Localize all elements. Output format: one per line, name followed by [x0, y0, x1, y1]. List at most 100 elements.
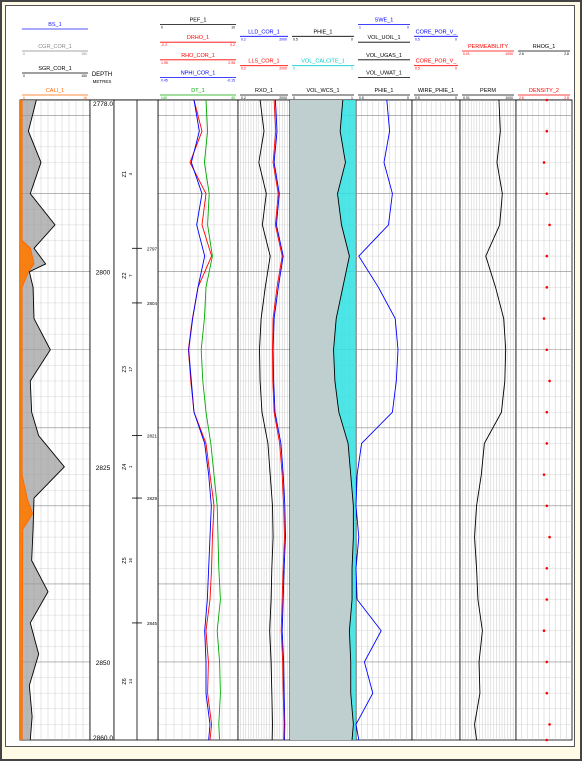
curve-header-label: DENSITY_2: [529, 88, 559, 94]
curve-header-label: DRHO_1: [187, 35, 209, 41]
curve-range-max: 2000: [279, 67, 287, 71]
curve-range-max: 0: [455, 37, 457, 41]
depth-unit: METRES: [93, 79, 112, 84]
curve-range-max: 16: [83, 96, 87, 100]
density-2-point: [545, 566, 549, 570]
curve-range-max: -0.15: [227, 78, 235, 82]
zone-marker-label: 2804: [147, 301, 158, 306]
zone-sub: 7: [128, 274, 133, 277]
curve-header-label: VOL_UOIL_1: [367, 35, 400, 41]
curve-header-label: RHOG_1: [533, 44, 556, 50]
curve-header-label: RHO_COR_1: [181, 53, 215, 59]
density-2-point: [545, 348, 549, 352]
curve-range-max: 40: [231, 96, 235, 100]
depth-tick-label: 2778.0: [93, 101, 113, 108]
curve-range-min: 0.5: [415, 67, 420, 71]
curve-header-label: PHIE_1: [314, 29, 333, 35]
curve-header-label: VOL_UGAS_1: [366, 53, 402, 59]
density-2-point: [545, 442, 549, 445]
density-2-point: [548, 379, 551, 383]
zone-column: [113, 99, 159, 741]
curve-phie_1: [333, 99, 354, 741]
log-plot-area: DEPTH METRES 2778.0 2800 2825 2850 2860.0 2797 2…: [5, 5, 575, 747]
curve-header-label: CORE_POR_V_: [416, 59, 458, 65]
curve-header-label: BS_1: [48, 22, 61, 28]
curve-range-max: 1000: [505, 52, 513, 56]
depth-tick-label: 2860.0: [93, 735, 113, 742]
curve-range-min: 0: [293, 67, 295, 71]
curve-header-label: VOL_CALCITE_1: [301, 59, 344, 65]
density-2-point: [548, 223, 551, 227]
curve-header-label: PEF_1: [190, 18, 207, 24]
curve-range-max: 0: [455, 96, 457, 100]
density-2-point: [545, 691, 549, 695]
density-2-point: [545, 286, 549, 289]
zone-sub: 17: [128, 366, 133, 372]
curve-range-min: 1: [359, 26, 361, 30]
density-2-point: [545, 254, 549, 258]
curve-range-max: 2.8: [564, 52, 569, 56]
cali-fill: [20, 100, 34, 740]
density-2-point: [545, 410, 549, 414]
depth-tick-label: 2825: [96, 465, 111, 472]
curve-range-max: 0: [351, 37, 353, 41]
density-2-point: [542, 473, 546, 476]
curve-range-max: 2.8: [564, 96, 569, 100]
zone-sub: 14: [128, 678, 133, 684]
density-2-point: [545, 738, 549, 742]
zone-name: Z1: [122, 171, 128, 177]
zone-marker-label: 2821: [147, 434, 158, 439]
curve-range-min: 0.2: [241, 37, 246, 41]
curve-range-min: 0: [161, 26, 163, 30]
curve-lls_cor_1: [272, 99, 285, 741]
curve-rho_cor_1: [187, 99, 215, 741]
density-2-point: [548, 535, 551, 539]
curve-range-min: 0.5: [415, 96, 420, 100]
depth-column: [89, 99, 115, 741]
curve-range-min: 0.2: [241, 67, 246, 71]
curve-range-min: 0.01: [463, 52, 470, 56]
curve-range-max: 2000: [279, 96, 287, 100]
curve-range-max: 2000: [279, 37, 287, 41]
zone-name: Z6: [122, 678, 128, 684]
curve-range-min: 2.6: [519, 52, 524, 56]
depth-tick-label: 2850: [96, 660, 111, 667]
zone-name: Z2: [122, 272, 128, 278]
zone-marker-label: 2845: [147, 621, 158, 626]
curve-range-min: -0.2: [161, 43, 167, 47]
curve-rxo_1: [258, 99, 274, 741]
density-2-point: [542, 629, 546, 633]
curve-header-label: CALI_1: [46, 88, 64, 94]
curve-range-min: 0.2: [241, 96, 246, 100]
curve-swe_1: [355, 99, 399, 741]
curve-nphi_cor_1: [188, 99, 212, 741]
depth-title: DEPTH: [92, 72, 112, 78]
curve-range-min: 140: [161, 96, 167, 100]
curve-header-label: LLS_COR_1: [248, 59, 279, 65]
curve-header-label: CGR_COR_1: [38, 44, 72, 50]
curve-range-min: 0.01: [463, 96, 470, 100]
curve-range-max: 10: [231, 26, 235, 30]
porosity-fill: [290, 100, 354, 740]
curve-range-min: 6: [23, 96, 25, 100]
curve-dt_1: [200, 99, 221, 741]
zone-name: Z3: [122, 366, 128, 372]
curve-range-max: 1000: [505, 96, 513, 100]
curve-range-min: 0.45: [161, 78, 168, 82]
zone-marker-label: 2797: [147, 246, 158, 251]
curve-cali_1: [21, 100, 35, 741]
density-2-point: [545, 129, 549, 133]
curve-header-label: PERM: [480, 88, 496, 94]
density-2-point: [545, 598, 549, 601]
curve-range-max: 1: [351, 96, 353, 100]
curve-range-max: 150: [81, 74, 87, 78]
zone-name: Z5: [122, 557, 128, 563]
curve-range-min: 1.95: [161, 61, 168, 65]
depth-tick-label: 2800: [96, 270, 111, 277]
curve-range-min: 0: [23, 52, 25, 56]
curve-range-max: 0.2: [230, 43, 235, 47]
curve-header-label: CORE_POR_V_: [416, 29, 458, 35]
curve-range-min: 0: [23, 74, 25, 78]
density-2-point: [545, 192, 549, 195]
